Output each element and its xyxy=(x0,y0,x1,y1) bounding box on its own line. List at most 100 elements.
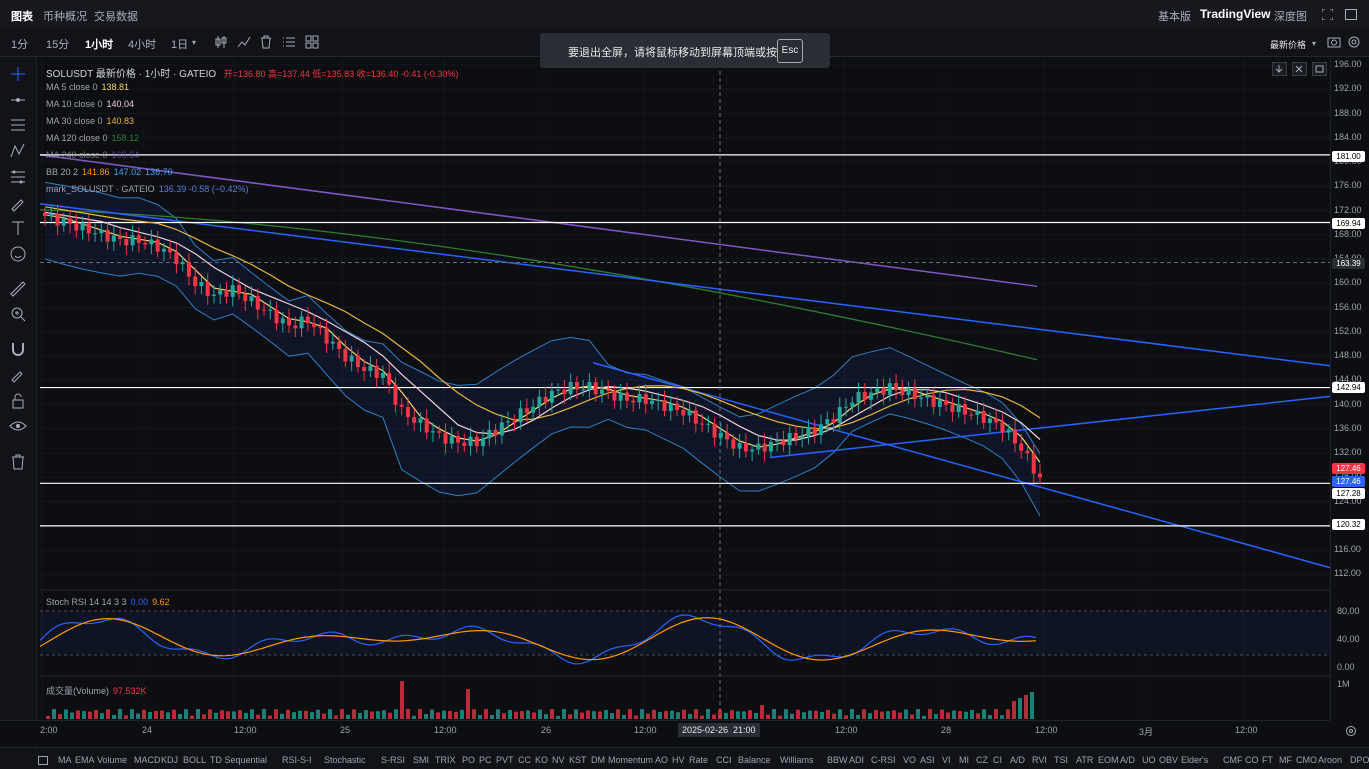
fib-icon[interactable] xyxy=(9,168,27,186)
indicator-item[interactable]: AO xyxy=(655,755,669,765)
indicator-item[interactable]: MACD xyxy=(134,755,161,765)
trash-icon[interactable] xyxy=(9,453,27,471)
indicator-item[interactable]: TRIX xyxy=(435,755,456,765)
indicator-item[interactable]: PO xyxy=(462,755,476,765)
pencil-lock-icon[interactable] xyxy=(9,366,27,384)
indicator-item[interactable]: A/D xyxy=(1010,755,1026,765)
indicator-item[interactable]: CMO xyxy=(1296,755,1317,765)
indicator-item[interactable]: VO xyxy=(903,755,917,765)
camera-icon[interactable] xyxy=(1327,35,1341,49)
indicator-item[interactable]: CZ xyxy=(976,755,988,765)
indicator-item[interactable]: MA xyxy=(58,755,72,765)
indicator-item[interactable]: Momentum xyxy=(608,755,654,765)
indicator-item[interactable]: NV xyxy=(552,755,565,765)
price-chart[interactable] xyxy=(40,57,1330,720)
chevron-down-icon[interactable]: ▾ xyxy=(192,38,197,47)
basic-version-button[interactable]: 基本版 xyxy=(1158,11,1191,23)
indicator-item[interactable]: EMA xyxy=(75,755,95,765)
ruler-icon[interactable] xyxy=(9,280,27,298)
tab-trade-data[interactable]: 交易数据 xyxy=(94,11,138,23)
indicator-item[interactable]: Williams xyxy=(780,755,814,765)
indicator-item[interactable]: BOLL xyxy=(183,755,207,765)
candle-body xyxy=(368,365,373,371)
indicator-item[interactable]: CC xyxy=(518,755,531,765)
timeframe-4h[interactable]: 4小时 xyxy=(128,39,157,51)
indicator-item[interactable]: KST xyxy=(569,755,587,765)
list-icon[interactable] xyxy=(282,35,296,49)
time-axis[interactable] xyxy=(0,720,1330,745)
trend-line-icon[interactable] xyxy=(9,91,27,109)
indicator-item[interactable]: TSI xyxy=(1054,755,1069,765)
indicator-item[interactable]: CI xyxy=(993,755,1002,765)
indicator-item[interactable]: UO xyxy=(1142,755,1156,765)
pattern-icon[interactable] xyxy=(9,142,27,160)
indicator-item[interactable]: Rate xyxy=(689,755,709,765)
indicator-item[interactable]: DPO xyxy=(1350,755,1369,765)
trash-icon[interactable] xyxy=(259,35,273,49)
indicator-item[interactable]: CCI xyxy=(716,755,732,765)
volume-bar xyxy=(202,714,206,719)
brush-icon[interactable] xyxy=(9,194,27,212)
indicator-item[interactable]: PC xyxy=(479,755,492,765)
indicator-item[interactable]: EOM xyxy=(1098,755,1119,765)
indicator-item[interactable]: VI xyxy=(942,755,951,765)
tab-coin-overview[interactable]: 币种概况 xyxy=(43,11,87,23)
indicator-item[interactable]: CMF xyxy=(1223,755,1243,765)
depth-chart-button[interactable]: 深度图 xyxy=(1274,11,1307,23)
gear-icon[interactable] xyxy=(1345,725,1357,737)
indicator-item[interactable]: MF xyxy=(1279,755,1292,765)
text-icon[interactable] xyxy=(9,219,27,237)
indicator-item[interactable]: C-RSI xyxy=(871,755,896,765)
crosshair-icon[interactable] xyxy=(9,65,27,83)
indicator-icon[interactable] xyxy=(237,35,251,49)
indicator-item[interactable]: Balance xyxy=(738,755,771,765)
chart-controls[interactable] xyxy=(1272,62,1332,76)
timeframe-1d[interactable]: 1日 xyxy=(171,39,189,51)
esc-key[interactable]: Esc xyxy=(777,39,803,63)
indicator-item[interactable]: HV xyxy=(672,755,685,765)
indicator-item[interactable]: CO xyxy=(1245,755,1259,765)
price-axis[interactable]: 196.00192.00188.00184.00180.00176.00172.… xyxy=(1330,57,1369,720)
indicator-item[interactable]: DM xyxy=(591,755,605,765)
chevron-down-icon[interactable]: ▾ xyxy=(1312,39,1317,48)
grid-icon[interactable] xyxy=(305,35,319,49)
indicator-item[interactable]: KDJ xyxy=(161,755,179,765)
indicator-item[interactable]: ADI xyxy=(849,755,865,765)
indicator-item[interactable]: ASI xyxy=(920,755,935,765)
indicator-item[interactable]: TD Sequential xyxy=(210,755,268,765)
emoji-icon[interactable] xyxy=(9,245,27,263)
indicator-item[interactable]: Elder's xyxy=(1181,755,1209,765)
indicator-item[interactable]: RVI xyxy=(1032,755,1047,765)
indicator-item[interactable]: FT xyxy=(1262,755,1273,765)
indicator-item[interactable]: SMI xyxy=(413,755,430,765)
indicator-item[interactable]: Stochastic xyxy=(324,755,366,765)
timeframe-1m[interactable]: 1分 xyxy=(11,39,29,51)
gear-icon[interactable] xyxy=(1347,35,1361,49)
zoom-icon[interactable] xyxy=(9,305,27,323)
window-icon[interactable] xyxy=(1345,9,1357,20)
indicator-item[interactable]: RSI-S-I xyxy=(282,755,312,765)
horizontal-lines-icon[interactable] xyxy=(9,116,27,134)
timeframe-15m[interactable]: 15分 xyxy=(46,39,70,51)
price-type-select[interactable]: 最新价格 xyxy=(1270,40,1307,50)
indicator-item[interactable]: OBV xyxy=(1159,755,1179,765)
indicator-item[interactable]: KO xyxy=(535,755,549,765)
fullscreen-icon[interactable] xyxy=(1322,9,1333,20)
tradingview-button[interactable]: TradingView xyxy=(1200,7,1271,21)
indicator-item[interactable]: A/D xyxy=(1120,755,1136,765)
magnet-icon[interactable] xyxy=(9,340,27,358)
indicator-item[interactable]: ATR xyxy=(1076,755,1094,765)
indicator-item[interactable]: Aroon xyxy=(1318,755,1343,765)
indicator-item[interactable]: BBW xyxy=(827,755,848,765)
indicator-item[interactable]: PVT xyxy=(496,755,514,765)
lock-icon[interactable] xyxy=(9,392,27,410)
candle-type-icon[interactable] xyxy=(214,35,228,49)
indicator-item[interactable]: MI xyxy=(959,755,969,765)
indicator-item[interactable]: S-RSI xyxy=(381,755,406,765)
timeframe-1h[interactable]: 1小时 xyxy=(85,39,114,51)
candle-body xyxy=(343,348,348,362)
tab-chart[interactable]: 图表 xyxy=(11,11,33,23)
indicator-bar-icon[interactable] xyxy=(38,756,48,765)
eye-icon[interactable] xyxy=(9,417,27,435)
indicator-item[interactable]: Volume xyxy=(97,755,128,765)
